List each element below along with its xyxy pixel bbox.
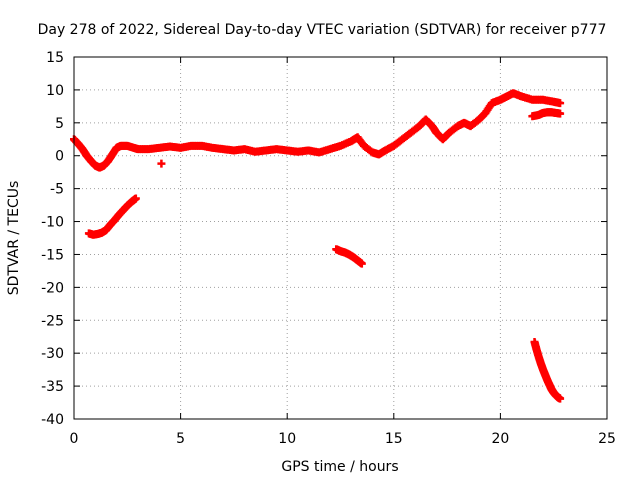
x-tick-label: 25 [598, 431, 616, 447]
data-point [357, 259, 366, 268]
y-tick-label: 15 [46, 50, 64, 66]
y-tick-label: -35 [41, 379, 64, 395]
y-tick-label: 5 [55, 116, 64, 132]
series-late-arc [530, 337, 565, 403]
series-upper-right-band [528, 108, 565, 121]
plot-frame [73, 56, 608, 420]
data-point [556, 99, 565, 108]
y-tick-label: -40 [41, 412, 64, 428]
series-early-arc [84, 194, 140, 239]
data-point [556, 394, 565, 403]
y-tick-label: 0 [55, 149, 64, 165]
y-tick-label: -15 [41, 247, 64, 263]
chart-title: Day 278 of 2022, Sidereal Day-to-day VTE… [38, 22, 607, 38]
data-point [556, 109, 565, 118]
y-tick-label: -30 [41, 346, 64, 362]
grid [74, 57, 607, 419]
data-point [157, 159, 166, 168]
x-axis-label: GPS time / hours [281, 459, 398, 475]
data-point [131, 194, 140, 203]
y-axis-label: SDTVAR / TECUs [6, 181, 22, 296]
data-points [70, 89, 565, 403]
x-tick-label: 5 [176, 431, 185, 447]
y-tick-label: -10 [41, 215, 64, 231]
axis-ticks: 0 5 10 15 20 25 15 10 5 0 -5 -10 -15 -20 -25 -30 -35 -40 [41, 50, 616, 447]
y-tick-label: -25 [41, 313, 64, 329]
x-tick-label: 20 [491, 431, 509, 447]
y-tick-label: -20 [41, 280, 64, 296]
y-tick-label: 10 [46, 83, 64, 99]
x-tick-label: 15 [385, 431, 403, 447]
x-tick-label: 10 [278, 431, 296, 447]
series-outlier [157, 159, 166, 168]
series-main-band [70, 89, 565, 172]
y-tick-label: -5 [50, 182, 64, 198]
series-mid-arc [332, 245, 366, 268]
x-tick-label: 0 [70, 431, 79, 447]
